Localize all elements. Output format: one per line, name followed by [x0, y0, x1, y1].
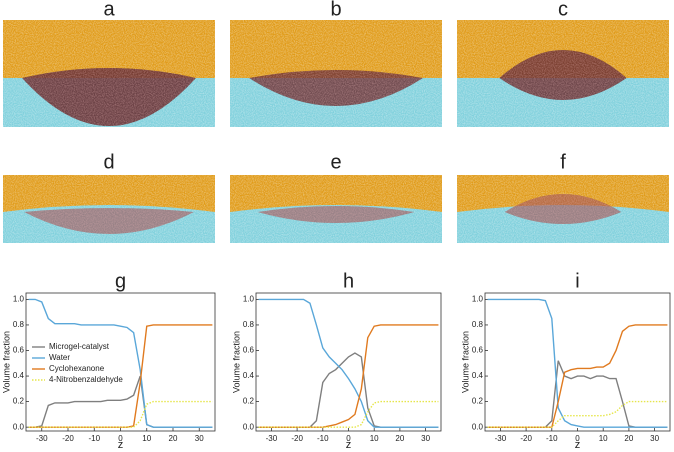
- data-line: [258, 324, 439, 428]
- data-line: [28, 400, 213, 428]
- data-line: [487, 324, 668, 428]
- simulation-snapshots: a b c d e f: [3, 0, 669, 243]
- x-axis-label: z: [346, 439, 352, 451]
- y-tick-label: 0.0: [243, 422, 255, 431]
- x-tick-label: -30: [495, 434, 507, 443]
- y-tick-label: 0.8: [472, 320, 484, 329]
- x-tick-label: 10: [370, 434, 379, 443]
- y-tick-label: 0.6: [472, 346, 484, 355]
- panel-label: a: [103, 0, 115, 20]
- y-tick-label: 1.0: [472, 294, 484, 303]
- x-tick-label: -20: [291, 434, 303, 443]
- panel-label: b: [330, 0, 341, 20]
- y-axis-label: Volume fraction: [1, 331, 11, 393]
- texture: [457, 20, 669, 127]
- x-tick-label: -30: [36, 434, 48, 443]
- catalyst-texture: [499, 50, 627, 100]
- y-tick-label: 0.0: [472, 422, 484, 431]
- x-tick-label: -10: [317, 434, 329, 443]
- plot-frame: [255, 292, 442, 432]
- data-line: [28, 298, 213, 428]
- x-axis-label: z: [575, 439, 581, 451]
- x-tick-label: 30: [195, 434, 204, 443]
- x-tick-label: 10: [142, 434, 151, 443]
- x-tick-label: -20: [62, 434, 74, 443]
- panel-label: f: [560, 151, 566, 173]
- y-axis-label: Volume fraction: [231, 331, 241, 393]
- x-axis-label: z: [118, 439, 124, 451]
- data-line: [258, 352, 439, 428]
- y-tick-label: 0.4: [472, 371, 484, 380]
- legend-label: Water: [49, 353, 70, 362]
- catalyst-texture: [257, 206, 415, 223]
- y-tick-label: 0.2: [472, 397, 484, 406]
- catalyst-texture: [504, 194, 622, 224]
- x-tick-label: 20: [169, 434, 178, 443]
- data-line: [487, 298, 668, 428]
- y-tick-label: 0.2: [13, 397, 25, 406]
- texture: [230, 20, 442, 127]
- y-tick-label: 0.6: [13, 346, 25, 355]
- x-tick-label: 30: [421, 434, 430, 443]
- panel-label: d: [103, 151, 114, 173]
- snapshot: [230, 20, 442, 127]
- x-tick-label: -10: [88, 434, 100, 443]
- texture: [3, 20, 215, 127]
- x-tick-label: 0: [118, 434, 123, 443]
- chart-title: h: [343, 270, 354, 292]
- data-line: [258, 400, 439, 428]
- data-line: [487, 360, 668, 428]
- snapshot: [230, 175, 442, 243]
- x-tick-label: 20: [624, 434, 633, 443]
- y-tick-label: 0.4: [13, 371, 25, 380]
- x-tick-label: 0: [346, 434, 351, 443]
- x-tick-label: -30: [266, 434, 278, 443]
- snapshot: [457, 175, 669, 243]
- line-chart: h 0.0 0.2 0.4 0.6 0.8 1.0 -30 -20 -10 0 10 20 30 z Volu…: [231, 270, 442, 451]
- panel-label: e: [330, 151, 341, 173]
- y-tick-label: 1.0: [13, 294, 25, 303]
- y-tick-label: 0.8: [13, 320, 25, 329]
- y-tick-label: 0.0: [13, 422, 25, 431]
- snapshot: [3, 20, 215, 127]
- data-line: [487, 400, 668, 428]
- plots: g 0.0 0.2 0.4 0.6 0.8 1.0 -30 -20 -10 0 10 20 30 z Volu…: [1, 270, 671, 451]
- line-chart: i 0.0 0.2 0.4 0.6 0.8 1.0 -30 -20 -10 0 10 20 30 z Volu…: [460, 270, 671, 451]
- texture: [457, 175, 669, 243]
- y-tick-label: 0.2: [243, 397, 255, 406]
- y-tick-label: 1.0: [243, 294, 255, 303]
- line-chart: g 0.0 0.2 0.4 0.6 0.8 1.0 -30 -20 -10 0 10 20 30 z Volu…: [1, 270, 216, 451]
- snapshot: [457, 20, 669, 127]
- plot-frame: [484, 292, 671, 432]
- legend-label: 4-Nitrobenzaldehyde: [49, 375, 123, 384]
- snapshot: [3, 175, 215, 243]
- x-tick-label: 20: [395, 434, 404, 443]
- x-tick-label: 0: [575, 434, 580, 443]
- catalyst-texture: [249, 70, 423, 106]
- x-tick-label: -20: [520, 434, 532, 443]
- x-tick-label: 30: [650, 434, 659, 443]
- texture: [3, 175, 215, 243]
- x-tick-label: 10: [599, 434, 608, 443]
- data-line: [258, 298, 439, 428]
- chart-title: g: [115, 270, 126, 292]
- legend-label: Cyclohexanone: [49, 364, 105, 373]
- catalyst-texture: [24, 208, 194, 234]
- y-tick-label: 0.8: [243, 320, 255, 329]
- panel-label: c: [558, 0, 568, 20]
- y-tick-label: 0.6: [243, 346, 255, 355]
- x-tick-label: -10: [546, 434, 558, 443]
- y-axis-label: Volume fraction: [460, 331, 470, 393]
- texture: [230, 175, 442, 243]
- y-tick-label: 0.4: [243, 371, 255, 380]
- catalyst-texture: [22, 68, 196, 126]
- chart-title: i: [575, 270, 579, 292]
- legend-label: Microgel-catalyst: [49, 342, 110, 351]
